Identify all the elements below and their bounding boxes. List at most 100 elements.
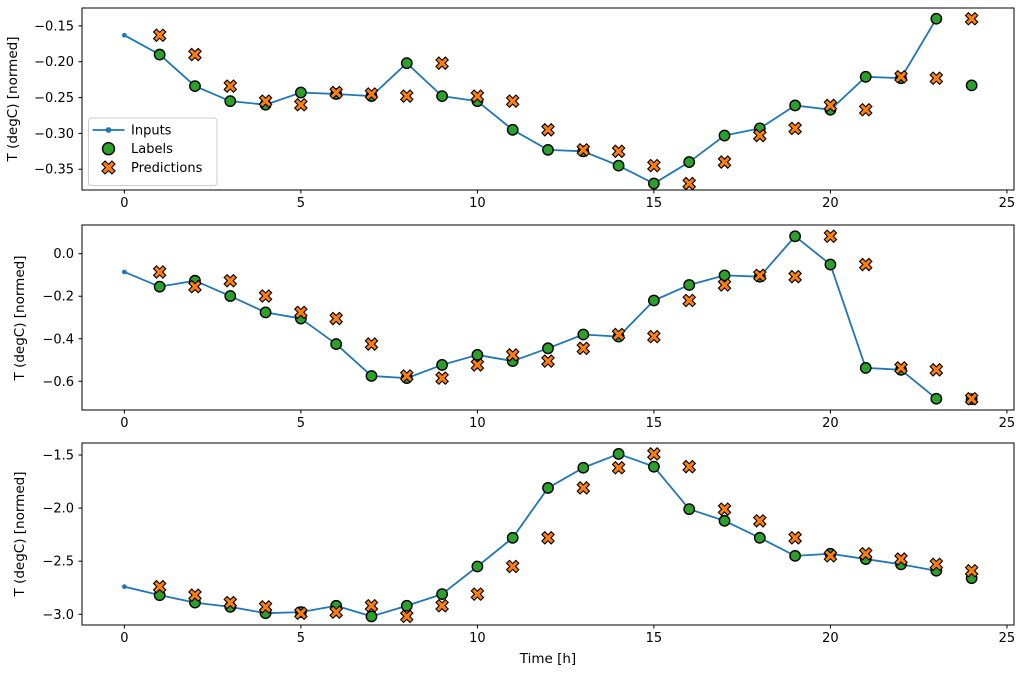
labels-point (471, 560, 484, 573)
labels-point (718, 514, 731, 527)
inputs-point (121, 32, 127, 38)
inputs-point (121, 269, 127, 275)
predictions-point (752, 128, 767, 143)
predictions-point (188, 47, 202, 62)
axes-frame (81, 442, 1015, 626)
predictions-point (364, 598, 379, 613)
legend-labels-circle-icon (101, 141, 116, 156)
labels-point (577, 461, 590, 474)
legend-predictions-x-icon (101, 160, 116, 175)
labels-point (506, 531, 519, 544)
y-axis-ticks: −0.15 −0.20 −0.25 −0.30 −0.35 (34, 19, 82, 178)
labels-point (930, 392, 943, 405)
predictions-point (894, 552, 908, 566)
labels-point (365, 370, 378, 382)
y-axis-label-2: T (degC) [normed] (12, 256, 28, 382)
labels-point (224, 290, 237, 302)
x-tick-label: 20 (822, 631, 839, 646)
legend-label-predictions: Predictions (131, 161, 203, 176)
x-tick-label: 10 (469, 416, 486, 431)
labels-point (400, 57, 413, 70)
labels-point (859, 70, 872, 83)
predictions-point (293, 97, 308, 112)
predictions-series (152, 11, 979, 191)
predictions-point (647, 158, 661, 173)
predictions-point (329, 605, 344, 620)
labels-point (930, 12, 943, 25)
x-tick-label: 15 (646, 416, 663, 431)
predictions-point (293, 606, 308, 621)
labels-point (789, 99, 802, 112)
x-tick-label: 15 (646, 196, 663, 211)
labels-point (612, 159, 625, 172)
predictions-point (258, 599, 273, 614)
predictions-point (364, 337, 379, 351)
labels-point (648, 177, 660, 190)
predictions-point (399, 609, 414, 624)
predictions-point (929, 362, 944, 377)
labels-series (153, 448, 978, 623)
legend-box (88, 117, 218, 186)
labels-point (683, 156, 696, 168)
predictions-point (399, 89, 414, 104)
predictions-point (541, 354, 555, 368)
inputs-point (121, 584, 127, 590)
predictions-point (223, 79, 238, 93)
predictions-point (470, 358, 485, 372)
y-axis-ticks: −1.5 −2.0 −2.5 −3.0 (42, 448, 82, 623)
x-tick-label: 20 (822, 196, 839, 211)
labels-point (436, 359, 448, 371)
labels-point (648, 460, 660, 473)
labels-point (189, 80, 201, 93)
y-tick-label: −2.5 (42, 555, 74, 570)
predictions-point (470, 587, 485, 601)
predictions-point (293, 305, 308, 320)
x-tick-label: 10 (469, 631, 486, 646)
predictions-point (647, 447, 661, 461)
predictions-point (435, 56, 449, 71)
labels-point (542, 482, 554, 494)
x-tick-label: 0 (120, 631, 128, 646)
legend-inputs-line-icon (92, 127, 125, 133)
labels-point (471, 349, 484, 361)
axes-frame (81, 7, 1015, 191)
labels-point (683, 279, 696, 291)
inputs-line (123, 18, 938, 185)
x-tick-label: 25 (999, 416, 1016, 431)
y-axis-label-3: T (degC) [normed] (12, 472, 28, 598)
predictions-point (682, 293, 697, 308)
labels-point (542, 342, 554, 355)
predictions-point (682, 459, 697, 474)
predictions-point (858, 546, 873, 561)
predictions-point (682, 176, 697, 191)
predictions-point (964, 11, 979, 26)
y-axis-ticks: 0.0 −0.2 −0.4 −0.6 (42, 247, 82, 390)
predictions-point (894, 69, 908, 84)
predictions-point (258, 94, 273, 109)
y-tick-label: −0.6 (42, 375, 74, 390)
predictions-point (258, 289, 273, 303)
y-tick-label: −0.30 (34, 127, 74, 142)
y-tick-label: −0.20 (34, 55, 74, 70)
labels-point (436, 588, 448, 600)
inputs-line (124, 235, 937, 400)
predictions-point (576, 481, 591, 495)
predictions-point (541, 530, 555, 545)
predictions-point (223, 595, 238, 610)
y-tick-label: −3.0 (42, 608, 74, 623)
inputs-series (121, 451, 939, 619)
predictions-point (223, 273, 238, 288)
x-tick-label: 5 (297, 631, 305, 646)
predictions-point (470, 89, 485, 104)
labels-point (400, 599, 413, 612)
inputs-series (121, 16, 939, 186)
labels-point (542, 143, 554, 156)
x-axis-ticks: 0 5 10 15 20 25 (120, 410, 1015, 431)
predictions-point (576, 142, 591, 157)
predictions-point (364, 87, 379, 101)
x-axis-ticks: 0 5 10 15 20 25 (120, 625, 1015, 646)
predictions-point (752, 513, 767, 528)
labels-point (365, 610, 378, 623)
predictions-point (964, 563, 979, 578)
